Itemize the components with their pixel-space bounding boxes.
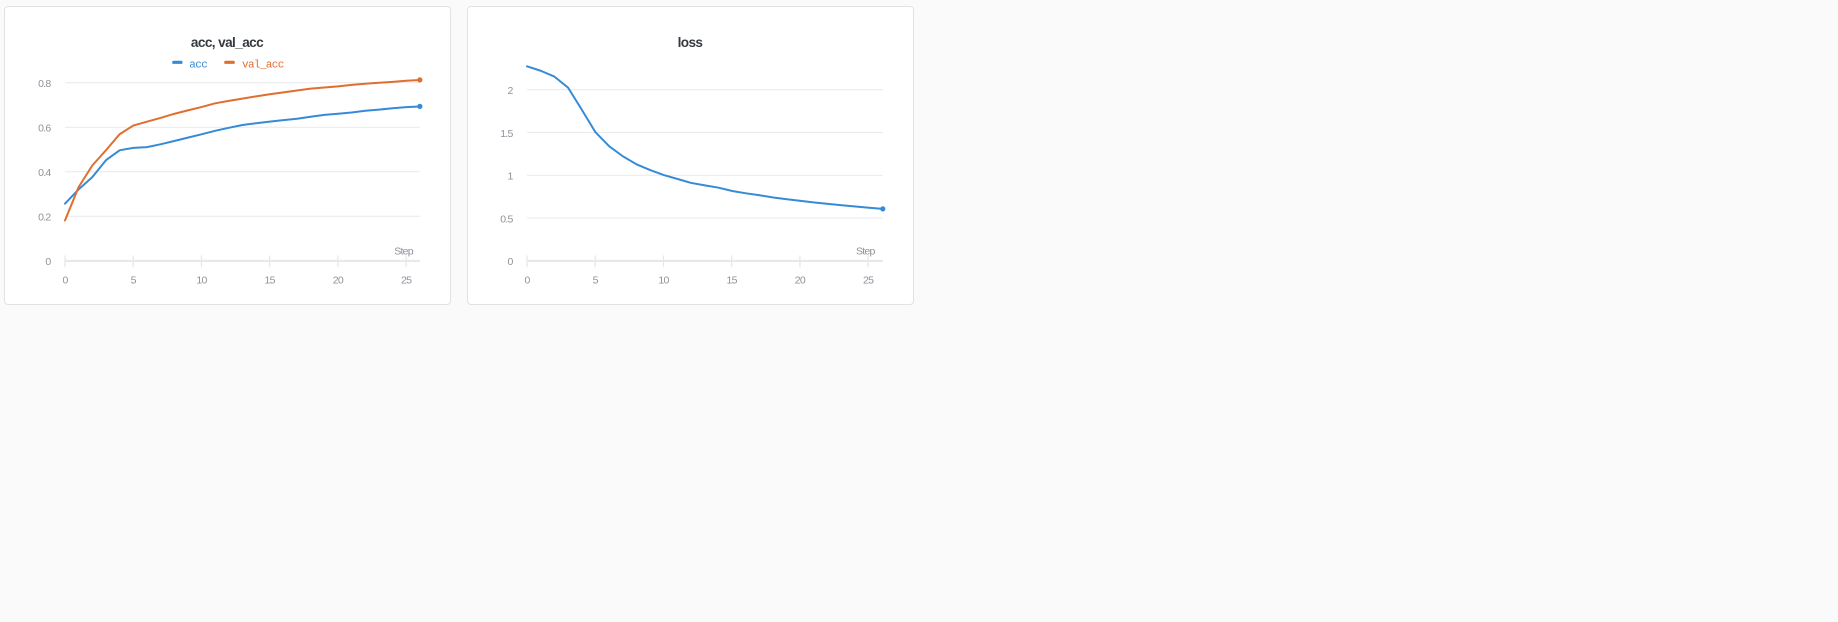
svg-text:0: 0 [62, 274, 68, 286]
svg-text:25: 25 [863, 274, 874, 286]
svg-text:0: 0 [45, 256, 51, 268]
svg-text:0.8: 0.8 [38, 78, 51, 90]
svg-text:0: 0 [525, 274, 531, 286]
svg-text:10: 10 [196, 274, 207, 286]
svg-text:Step: Step [394, 246, 414, 258]
svg-text:0.6: 0.6 [38, 123, 51, 135]
svg-text:val_acc: val_acc [242, 59, 284, 71]
svg-text:acc, val_acc: acc, val_acc [191, 35, 264, 50]
svg-text:loss: loss [678, 35, 703, 50]
svg-text:Step: Step [856, 246, 876, 258]
svg-text:0.4: 0.4 [38, 167, 51, 179]
svg-text:5: 5 [593, 274, 599, 286]
svg-text:10: 10 [659, 274, 670, 286]
svg-text:1.5: 1.5 [500, 128, 513, 140]
svg-text:2: 2 [508, 85, 514, 97]
svg-text:15: 15 [265, 274, 276, 286]
svg-text:0.5: 0.5 [500, 213, 513, 225]
svg-text:15: 15 [727, 274, 738, 286]
svg-text:0.2: 0.2 [38, 212, 51, 224]
svg-text:20: 20 [795, 274, 806, 286]
svg-text:1: 1 [508, 171, 514, 183]
svg-text:acc: acc [189, 59, 207, 71]
svg-text:0: 0 [508, 256, 514, 268]
svg-text:20: 20 [333, 274, 344, 286]
svg-text:25: 25 [401, 274, 412, 286]
svg-text:5: 5 [131, 274, 137, 286]
